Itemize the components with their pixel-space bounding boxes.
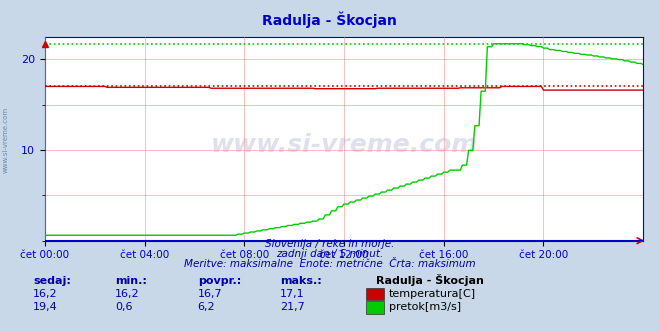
Text: temperatura[C]: temperatura[C] [389,289,476,299]
Text: www.si-vreme.com: www.si-vreme.com [210,133,478,157]
Text: 16,2: 16,2 [115,289,140,299]
Text: Radulja - Škocjan: Radulja - Škocjan [376,274,484,286]
Text: min.:: min.: [115,276,147,286]
Text: 17,1: 17,1 [280,289,304,299]
Text: 0,6: 0,6 [115,302,133,312]
Text: Meritve: maksimalne  Enote: metrične  Črta: maksimum: Meritve: maksimalne Enote: metrične Črta… [184,259,475,269]
Text: 16,7: 16,7 [198,289,222,299]
Text: www.si-vreme.com: www.si-vreme.com [2,106,9,173]
Text: povpr.:: povpr.: [198,276,241,286]
Text: Slovenija / reke in morje.: Slovenija / reke in morje. [265,239,394,249]
Text: 19,4: 19,4 [33,302,58,312]
Text: maks.:: maks.: [280,276,322,286]
Text: Radulja - Škocjan: Radulja - Škocjan [262,12,397,28]
Text: zadnji dan / 5 minut.: zadnji dan / 5 minut. [276,249,383,259]
Text: 16,2: 16,2 [33,289,57,299]
Text: 6,2: 6,2 [198,302,215,312]
Text: sedaj:: sedaj: [33,276,71,286]
Text: pretok[m3/s]: pretok[m3/s] [389,302,461,312]
Text: 21,7: 21,7 [280,302,305,312]
